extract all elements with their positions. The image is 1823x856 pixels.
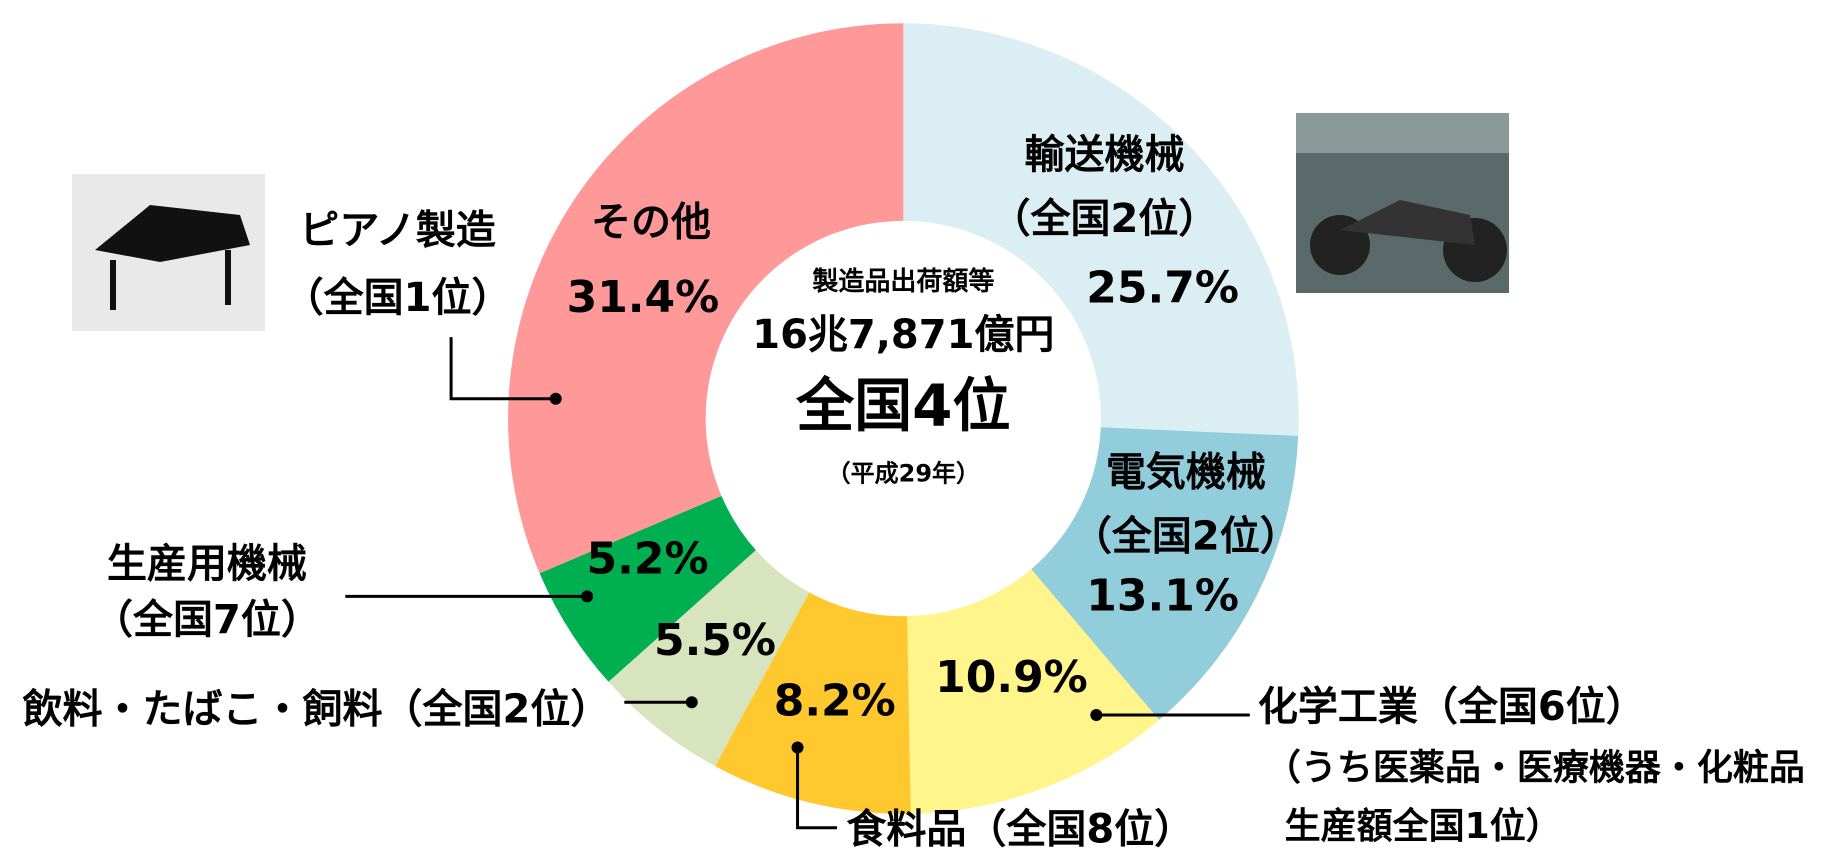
leader-dot xyxy=(1090,708,1103,721)
category-name: 生産用機械 xyxy=(107,541,307,587)
donut-segment xyxy=(608,550,810,767)
category-name: 飲料・たばこ・飼料 xyxy=(23,687,383,733)
donut-segment xyxy=(907,569,1160,814)
center-total: 16兆7,871億円 xyxy=(752,312,1054,358)
leader-dot xyxy=(581,590,594,603)
rank: （全国2位） xyxy=(991,196,1219,242)
label: 食料品（全国8位） xyxy=(846,806,1194,852)
center-title: 製造品出荷額等 xyxy=(812,266,994,297)
motorcycle-photo xyxy=(1296,113,1509,293)
value-label: 13.1% xyxy=(1086,571,1239,622)
rank: （全国7位） xyxy=(93,597,321,643)
leader-dot xyxy=(549,392,562,405)
rank: （全国2位） xyxy=(1072,513,1300,559)
leader-dot xyxy=(791,741,804,754)
donut-segment xyxy=(539,495,756,682)
value-label: 5.5% xyxy=(654,615,776,666)
center-rank: 全国4位 xyxy=(795,371,1010,439)
annotation: （全国1位） xyxy=(284,275,512,321)
rank: （全国6位） xyxy=(1418,684,1646,730)
value-label: 25.7% xyxy=(1086,263,1239,314)
center-year: （平成29年） xyxy=(827,459,980,487)
leader-line xyxy=(449,337,556,401)
value-label: 31.4% xyxy=(567,272,720,323)
label: 化学工業（全国6位） xyxy=(1258,684,1646,730)
rank: （全国8位） xyxy=(966,806,1194,852)
value-label: 5.2% xyxy=(587,534,709,585)
value-label: 10.9% xyxy=(935,652,1088,703)
annotation: ピアノ製造 xyxy=(299,208,495,254)
annotation: （うち医薬品・医療機器・化粧品 xyxy=(1265,748,1805,789)
category-name: 化学工業 xyxy=(1258,684,1418,730)
leader-line xyxy=(796,747,838,830)
category-name: その他 xyxy=(591,199,711,245)
donut-segment xyxy=(508,23,904,574)
label: 飲料・たばこ・飼料（全国2位） xyxy=(23,687,611,733)
piano-photo xyxy=(72,174,265,331)
category-name: 食料品 xyxy=(846,806,966,852)
annotation: 生産額全国1位） xyxy=(1285,805,1562,847)
leader-dot xyxy=(685,696,698,709)
donut-segment xyxy=(903,23,1299,436)
category-name: 輸送機械 xyxy=(1024,132,1184,178)
category-name: 電気機械 xyxy=(1106,449,1266,495)
value-label: 8.2% xyxy=(774,675,896,726)
donut-segment xyxy=(715,592,911,814)
rank: （全国2位） xyxy=(383,687,611,733)
donut-segment xyxy=(1031,427,1299,720)
